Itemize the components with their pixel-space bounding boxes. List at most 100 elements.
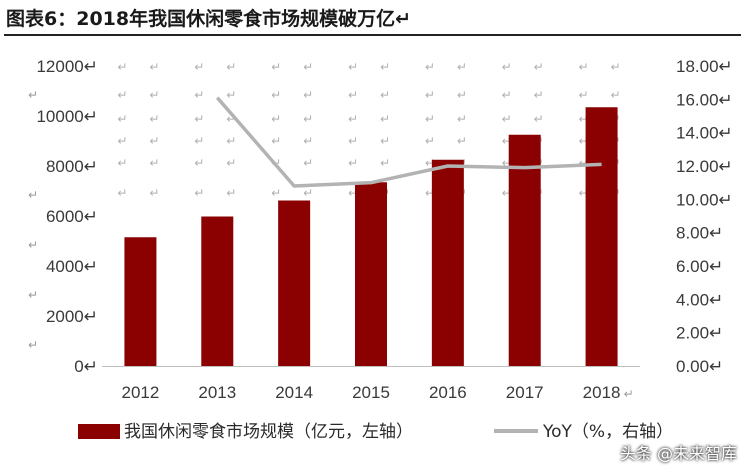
bar-2013	[201, 216, 234, 366]
cell-mark: ↵	[579, 186, 589, 200]
y-right-tick-label: 8.00↵	[676, 224, 723, 243]
cell-mark: ↵	[380, 134, 390, 148]
cell-mark: ↵	[425, 112, 435, 126]
yoy-line	[215, 96, 602, 188]
cell-mark: ↵	[502, 134, 512, 148]
cell-mark: ↵	[194, 88, 204, 102]
cell-mark: ↵	[348, 156, 358, 170]
cell-mark: ↵	[425, 186, 435, 200]
bar-2014	[278, 200, 311, 366]
cell-mark: ↵	[502, 60, 512, 74]
cell-mark: ↵	[579, 156, 589, 170]
cell-mark: ↵	[457, 134, 467, 148]
cell-mark: ↵	[303, 88, 313, 102]
cell-mark: ↵	[534, 88, 544, 102]
cell-mark: ↵	[271, 112, 281, 126]
cell-mark: ↵	[348, 134, 358, 148]
bar-2016	[431, 159, 464, 366]
cell-mark: ↵	[380, 156, 390, 170]
watermark: 头条 @未来智库	[619, 444, 737, 463]
y-right-tick-label: 14.00↵	[676, 124, 733, 143]
y-right-tick-label: 2.00↵	[676, 324, 723, 343]
cell-mark: ↵	[611, 60, 621, 74]
y-right-tick-label: 12.00↵	[676, 157, 733, 176]
cell-mark: ↵	[194, 60, 204, 74]
cell-mark: ↵	[348, 60, 358, 74]
x-tick-label: 2012	[122, 383, 160, 402]
x-tick-label: 2018	[583, 383, 621, 402]
y-right-tick-label: 4.00↵	[676, 290, 723, 309]
legend-line-label: YoY（%，右轴）	[542, 422, 673, 442]
cell-mark: ↵	[502, 88, 512, 102]
y-left-tick-label: 10000↵	[36, 107, 98, 126]
bar-2018	[585, 107, 618, 366]
cell-mark: ↵	[457, 112, 467, 126]
cell-mark: ↵	[117, 156, 127, 170]
y-right-tick-label: 6.00↵	[676, 257, 723, 276]
cell-mark: ↵	[534, 112, 544, 126]
cell-mark: ↵	[117, 88, 127, 102]
cell-mark: ↵	[226, 60, 236, 74]
x-tick-label: 2013	[198, 383, 236, 402]
cell-mark: ↵	[149, 112, 159, 126]
cell-mark: ↵	[149, 134, 159, 148]
x-tick-label: 2015	[352, 383, 390, 402]
cell-mark: ↵	[149, 88, 159, 102]
cell-mark: ↵	[380, 112, 390, 126]
y-left-tick-label: 2000↵	[46, 307, 98, 326]
cell-mark: ↵	[226, 112, 236, 126]
cell-mark: ↵	[271, 134, 281, 148]
cell-mark: ↵	[348, 186, 358, 200]
cell-mark: ↵	[149, 156, 159, 170]
cell-mark: ↵	[194, 112, 204, 126]
cell-mark: ↵	[579, 134, 589, 148]
cell-mark: ↵	[194, 156, 204, 170]
y-left-tick-label: 0↵	[74, 357, 98, 376]
bar-2015	[355, 182, 387, 366]
cell-mark: ↵	[271, 60, 281, 74]
x-tick-label: 2014	[275, 383, 313, 402]
cell-mark: ↵	[303, 60, 313, 74]
left-margin-mark: ↵	[28, 338, 38, 352]
cell-mark: ↵	[579, 60, 589, 74]
y-right-tick-label: 10.00↵	[676, 190, 733, 209]
cell-mark: ↵	[348, 112, 358, 126]
cell-mark: ↵	[194, 186, 204, 200]
y-left-tick-label: 6000↵	[46, 207, 98, 226]
title-divider	[4, 34, 741, 36]
cell-mark: ↵	[380, 88, 390, 102]
y-left-tick-label: 4000↵	[46, 257, 98, 276]
cell-mark: ↵	[502, 186, 512, 200]
left-margin-mark: ↵	[28, 88, 38, 102]
cell-mark: ↵	[611, 88, 621, 102]
cell-mark: ↵	[425, 134, 435, 148]
cell-mark: ↵	[226, 88, 236, 102]
cell-mark: ↵	[457, 88, 467, 102]
left-margin-mark: ↵	[28, 238, 38, 252]
cell-mark: ↵	[117, 60, 127, 74]
left-margin-mark: ↵	[28, 188, 38, 202]
cell-mark: ↵	[502, 156, 512, 170]
bar-2012	[124, 237, 157, 366]
cell-mark: ↵	[226, 134, 236, 148]
y-right-tick-label: 16.00↵	[676, 90, 733, 109]
legend-bar-label: 我国休闲零食市场规模（亿元，左轴）	[124, 422, 413, 442]
x-tick-label: 2016	[429, 383, 467, 402]
left-margin-mark: ↵	[28, 288, 38, 302]
cell-mark: ↵	[303, 156, 313, 170]
y-left-tick-label: 8000↵	[46, 157, 98, 176]
cell-mark: ↵	[534, 60, 544, 74]
y-left-tick-label: 12000↵	[36, 57, 98, 76]
cell-mark: ↵	[149, 60, 159, 74]
legend-bar-swatch	[78, 424, 120, 439]
cell-mark: ↵	[579, 88, 589, 102]
cell-mark: ↵	[117, 134, 127, 148]
cell-mark: ↵	[194, 134, 204, 148]
cell-mark: ↵	[226, 186, 236, 200]
cell-mark: ↵	[303, 186, 313, 200]
y-right-tick-label: 0.00↵	[676, 357, 723, 376]
cell-mark: ↵	[117, 186, 127, 200]
cell-mark: ↵	[271, 88, 281, 102]
cell-mark: ↵	[303, 112, 313, 126]
